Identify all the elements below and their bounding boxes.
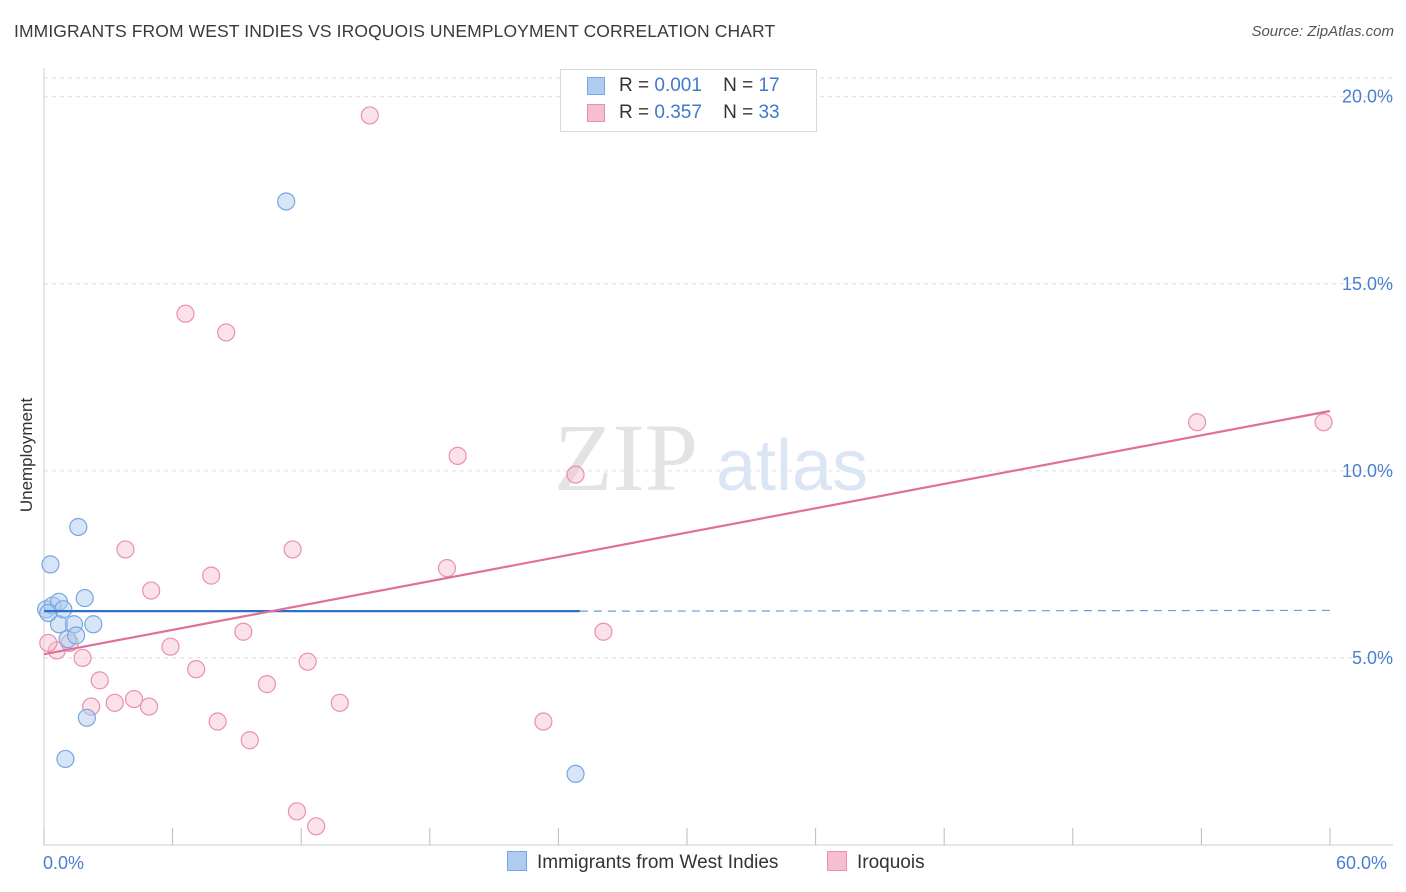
iroquois-point bbox=[283, 540, 302, 559]
iroquois-point bbox=[298, 652, 317, 671]
iroquois-point bbox=[437, 559, 457, 578]
iroquois-point bbox=[307, 817, 326, 836]
bottom-legend-west-indies: Immigrants from West Indies bbox=[507, 851, 778, 874]
iroquois-point bbox=[142, 581, 161, 600]
west-indies-point bbox=[56, 749, 75, 769]
bottom-legend-swatch-blue bbox=[507, 851, 527, 871]
legend-r-value: 0.001 bbox=[654, 75, 702, 96]
watermark-zip: ZIP bbox=[554, 404, 698, 511]
bottom-legend-label: Iroquois bbox=[857, 852, 925, 873]
legend-r-value: 0.357 bbox=[654, 102, 702, 123]
west-indies-point bbox=[75, 588, 94, 608]
source-label: Source: ZipAtlas.com bbox=[1251, 23, 1394, 40]
iroquois-point bbox=[566, 465, 585, 484]
y-tick-labels: 5.0% 10.0% 15.0% 20.0% bbox=[1342, 87, 1393, 668]
west-indies-point bbox=[54, 600, 73, 619]
bottom-legend-label: Immigrants from West Indies bbox=[537, 852, 779, 873]
west-indies-point bbox=[69, 517, 88, 537]
iroquois-point bbox=[217, 323, 236, 342]
legend-r-label: R = bbox=[619, 75, 650, 96]
trend-lines bbox=[43, 409, 1331, 656]
bottom-legend-swatch-pink bbox=[827, 851, 847, 871]
iroquois-point bbox=[208, 712, 227, 731]
axes bbox=[43, 68, 1393, 846]
iroquois-point bbox=[594, 622, 613, 641]
iroquois-point bbox=[240, 731, 259, 750]
iroquois-point bbox=[448, 446, 467, 465]
iroquois-point bbox=[73, 648, 92, 668]
west-indies-point bbox=[84, 615, 103, 634]
legend-n-value: 33 bbox=[758, 102, 780, 123]
west-indies-point bbox=[41, 555, 60, 574]
legend-n-label: N = bbox=[723, 75, 754, 96]
iroquois-point bbox=[139, 697, 159, 716]
west-indies-trend-extension bbox=[579, 609, 1331, 612]
iroquois-point bbox=[360, 106, 379, 125]
iroquois-point bbox=[176, 304, 195, 323]
iroquois-point bbox=[90, 671, 109, 690]
y-tick-label: 15.0% bbox=[1342, 274, 1393, 294]
iroquois-trend-line bbox=[43, 409, 1331, 656]
data-points bbox=[37, 106, 1333, 836]
iroquois-point bbox=[105, 693, 124, 712]
iroquois-point bbox=[39, 633, 58, 653]
chart-title: IMMIGRANTS FROM WEST INDIES VS IROQUOIS … bbox=[14, 21, 776, 41]
west-indies-point bbox=[277, 192, 296, 211]
legend-r-label: R = bbox=[619, 102, 650, 123]
legend-n-label: N = bbox=[723, 102, 754, 123]
iroquois-point bbox=[187, 660, 206, 679]
watermark: ZIP atlas bbox=[554, 404, 868, 511]
iroquois-point bbox=[1188, 413, 1207, 432]
bottom-legend-iroquois: Iroquois bbox=[827, 851, 925, 874]
west-indies-point bbox=[566, 764, 585, 784]
iroquois-point bbox=[202, 566, 221, 585]
iroquois-point bbox=[1314, 413, 1333, 432]
gridlines bbox=[44, 77, 1393, 659]
y-tick-label: 10.0% bbox=[1342, 461, 1393, 481]
iroquois-point bbox=[330, 693, 349, 712]
legend: R = 0.001 N = 17 R = 0.357 N = 33 bbox=[560, 69, 817, 132]
iroquois-point bbox=[257, 675, 277, 694]
iroquois-point bbox=[161, 637, 180, 656]
iroquois-point bbox=[287, 802, 307, 821]
iroquois-point bbox=[116, 540, 135, 559]
y-tick-label: 20.0% bbox=[1342, 87, 1393, 107]
watermark-atlas: atlas bbox=[716, 426, 868, 506]
x-tick-max: 60.0% bbox=[1336, 853, 1388, 873]
west-indies-point bbox=[67, 626, 86, 645]
iroquois-point bbox=[234, 622, 253, 641]
iroquois-point bbox=[124, 689, 144, 709]
iroquois-point bbox=[534, 712, 553, 731]
west-indies-point bbox=[39, 603, 58, 623]
x-tick-min: 0.0% bbox=[43, 853, 85, 873]
legend-n-value: 17 bbox=[758, 75, 780, 96]
legend-swatch-pink bbox=[587, 104, 605, 122]
legend-swatch-blue bbox=[587, 77, 605, 95]
y-tick-label: 5.0% bbox=[1352, 648, 1393, 668]
west-indies-point bbox=[77, 708, 96, 727]
